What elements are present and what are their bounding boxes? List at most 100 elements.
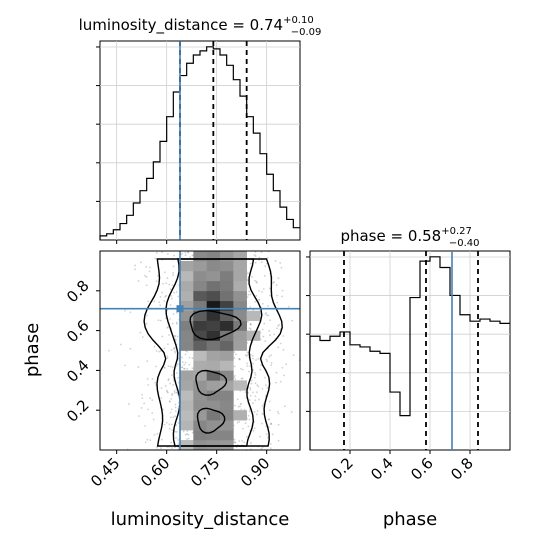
sample-point [258, 298, 261, 301]
density-cell [220, 330, 234, 341]
phase-xtick-label-2: 0.6 [407, 454, 437, 484]
sample-point [168, 427, 171, 430]
sample-point [175, 372, 178, 374]
density-cell [206, 290, 221, 302]
sample-point [258, 298, 260, 301]
sample-point [269, 334, 271, 336]
sample-point [191, 357, 194, 360]
sample-point [160, 387, 163, 390]
sample-point [261, 290, 263, 293]
sample-point [163, 347, 166, 350]
sample-point [164, 385, 167, 387]
sample-point [249, 387, 252, 389]
sample-point [268, 355, 271, 358]
sample-point [187, 433, 190, 436]
sample-point [174, 403, 177, 406]
phase-title-main: phase = 0.58 [340, 227, 441, 245]
sample-point [234, 404, 236, 407]
sample-point [148, 270, 151, 273]
sample-point [182, 430, 185, 433]
sample-point [165, 294, 168, 297]
sample-point [254, 373, 257, 376]
sample-point [153, 433, 156, 436]
sample-point [168, 283, 171, 286]
sample-point [185, 350, 188, 353]
sample-point [175, 389, 178, 391]
sample-point [143, 402, 146, 405]
ld-bin-4 [127, 215, 134, 240]
sample-point [277, 423, 280, 426]
sample-point [255, 280, 258, 283]
density-cell [193, 270, 207, 282]
sample-point [238, 358, 241, 361]
sample-point [191, 367, 194, 370]
sample-point [189, 256, 192, 259]
sample-point [246, 365, 249, 367]
sample-point [174, 410, 177, 412]
density-cell [180, 380, 194, 391]
sample-point [254, 399, 257, 402]
sample-point [186, 433, 189, 435]
density-cell [206, 260, 221, 272]
sample-point [241, 377, 244, 380]
density-cell [180, 400, 194, 411]
sample-point [175, 430, 178, 433]
density-cell [233, 340, 247, 351]
sample-point [246, 362, 249, 365]
sample-point [290, 410, 293, 413]
sample-point [165, 421, 168, 424]
density-cell [193, 280, 207, 292]
sample-point [188, 363, 191, 366]
sample-point [291, 319, 294, 322]
density-cell [220, 430, 234, 441]
sample-point [181, 366, 183, 369]
sample-point [237, 405, 240, 408]
ld-bin-16 [207, 47, 214, 240]
density-cell [220, 410, 234, 421]
sample-point [162, 282, 165, 285]
sample-point [247, 293, 250, 296]
sample-point [260, 251, 263, 254]
density-cell [206, 300, 221, 311]
sample-point [253, 254, 256, 256]
sample-point [173, 347, 176, 350]
sample-point [269, 443, 272, 445]
sample-point [163, 366, 166, 369]
sample-point [172, 271, 175, 274]
sample-point [171, 447, 173, 450]
sample-point [250, 379, 253, 382]
density-cell [233, 270, 247, 282]
sample-point [256, 384, 259, 387]
luminosity-distance-histogram: luminosity_distance = 0.74+0.10 −0.09 [79, 15, 321, 244]
sample-point [146, 377, 149, 380]
sample-point [251, 357, 254, 360]
sample-point [183, 367, 185, 370]
sample-point [147, 408, 149, 411]
truth-marker [176, 305, 184, 313]
sample-point [255, 359, 257, 361]
sample-point [257, 385, 260, 388]
sample-point [265, 358, 268, 361]
ld-xtick-label-0: 0.45 [87, 454, 123, 490]
ph-bin-10 [410, 298, 420, 450]
sample-point [145, 322, 148, 325]
ld-bin-6 [140, 191, 147, 240]
sample-point [255, 281, 258, 284]
sample-point [246, 296, 249, 299]
sample-point [164, 295, 167, 298]
sample-point [170, 349, 173, 351]
sample-point [249, 394, 252, 397]
sample-point [247, 272, 249, 275]
sample-point [253, 427, 256, 430]
sample-point [157, 319, 160, 322]
sample-point [245, 435, 248, 438]
sample-point [169, 304, 172, 306]
sample-point [268, 287, 271, 290]
sample-point [264, 340, 267, 343]
sample-point [263, 322, 266, 325]
sample-point [252, 429, 255, 432]
sample-point [252, 369, 255, 371]
sample-point [258, 398, 260, 401]
sample-point [277, 346, 280, 349]
sample-point [167, 343, 169, 346]
